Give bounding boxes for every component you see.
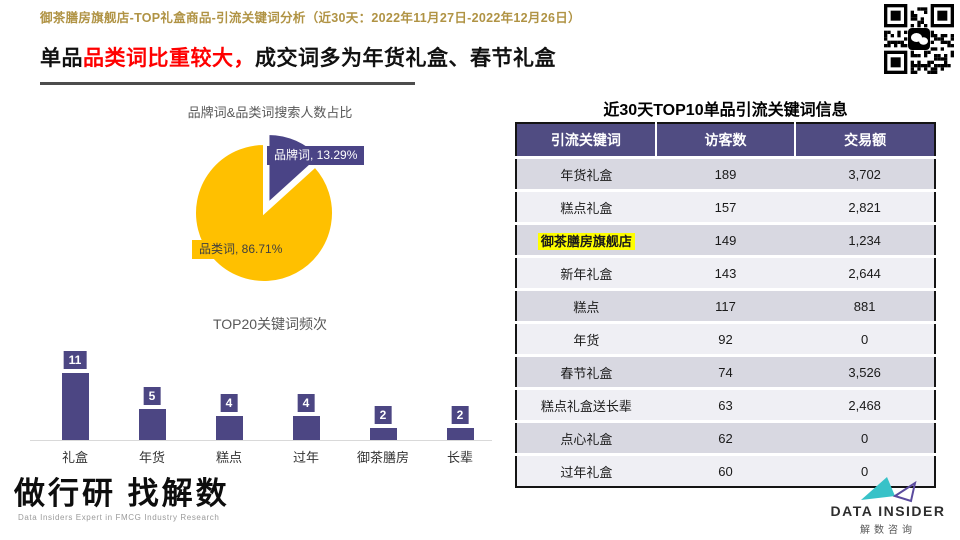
bar: [293, 416, 320, 440]
cn-logo-text: 做行研 找解数: [14, 476, 230, 511]
bar-category-label: 御茶膳房: [356, 450, 409, 465]
table-row: 糕点礼盒送长辈 63 2,468: [516, 387, 935, 422]
cell-transaction: 0: [795, 420, 935, 455]
cell-keyword: 御茶膳房旗舰店: [516, 222, 656, 257]
keywords-table: 引流关键词 访客数 交易额 年货礼盒 189 3,702 糕点礼盒 157 2,821 御茶膳房…: [515, 122, 936, 488]
cell-keyword: 年货: [516, 321, 656, 356]
logo-wordmark: DATA INSIDER: [830, 503, 946, 519]
title-underline-rule: [40, 82, 415, 85]
bar-category-label: 长辈: [446, 450, 473, 465]
cell-transaction: 3,526: [795, 354, 935, 389]
cell-keyword: 糕点: [516, 288, 656, 323]
table-row: 春节礼盒 74 3,526: [516, 354, 935, 389]
cell-transaction: 1,234: [795, 222, 935, 257]
cell-transaction: 2,468: [795, 387, 935, 422]
bar-value-label: 2: [451, 406, 469, 424]
bar-chart-x-axis: [30, 440, 492, 441]
cell-visitors: 143: [655, 255, 796, 290]
cell-visitors: 189: [655, 156, 796, 191]
title-highlight: 品类词比重较大，: [83, 47, 255, 70]
cell-transaction: 2,821: [795, 189, 935, 224]
cell-keyword: 糕点礼盒: [516, 189, 656, 224]
bar-value-label: 4: [220, 394, 238, 412]
title-prefix: 单品: [40, 47, 83, 70]
logo-cn-name: 解数咨询: [860, 525, 916, 536]
bar-category-label: 礼盒: [61, 450, 88, 465]
cell-keyword: 点心礼盒: [516, 420, 656, 455]
bar: [447, 428, 474, 440]
pie-label-brand-words: 品牌词, 13.29%: [267, 146, 365, 165]
cell-keyword: 过年礼盒: [516, 453, 656, 487]
table-row: 御茶膳房旗舰店 149 1,234: [516, 222, 935, 257]
cell-keyword: 春节礼盒: [516, 354, 656, 389]
table-row: 糕点礼盒 157 2,821: [516, 189, 935, 224]
bar-category-label: 糕点: [215, 450, 242, 465]
cell-keyword: 新年礼盒: [516, 255, 656, 290]
bar-value-label: 4: [297, 394, 315, 412]
bar-category-label: 年货: [138, 450, 165, 465]
cell-visitors: 117: [655, 288, 796, 323]
bar-value-label: 11: [63, 351, 87, 369]
cell-transaction: 3,702: [795, 156, 935, 191]
data-insider-logo: DATA INSIDER 解数咨询: [828, 474, 948, 536]
bowtie-logo-icon: [861, 477, 917, 503]
keywords-table-container: 引流关键词 访客数 交易额 年货礼盒 189 3,702 糕点礼盒 157 2,821 御茶膳房…: [515, 122, 936, 488]
table-header-row: 引流关键词 访客数 交易额: [516, 123, 935, 158]
table-row: 年货 92 0: [516, 321, 935, 356]
cell-visitors: 92: [655, 321, 796, 356]
cell-visitors: 63: [655, 387, 796, 422]
table-column-header: 引流关键词: [516, 123, 656, 158]
cell-visitors: 62: [655, 420, 796, 455]
title-suffix: 成交词多为年货礼盒、春节礼盒: [255, 47, 556, 70]
cell-visitors: 149: [655, 222, 796, 257]
cell-visitors: 60: [655, 453, 796, 487]
breadcrumb: 御茶膳房旗舰店-TOP礼盒商品-引流关键词分析（近30天：2022年11月27日…: [40, 11, 581, 25]
table-row: 新年礼盒 143 2,644: [516, 255, 935, 290]
cell-keyword: 糕点礼盒送长辈: [516, 387, 656, 422]
table-row: 年货礼盒 189 3,702: [516, 156, 935, 191]
cell-keyword: 年货礼盒: [516, 156, 656, 191]
bar: [370, 428, 397, 440]
pie-chart-title: 品牌词&品类词搜索人数占比: [187, 105, 353, 120]
table-row: 糕点 117 881: [516, 288, 935, 323]
table-row: 过年礼盒 60 0: [516, 453, 935, 487]
wechat-qr-code-icon: [884, 4, 954, 74]
cell-transaction: 0: [795, 321, 935, 356]
bar: [62, 373, 89, 440]
pie-label-category-words: 品类词, 86.71%: [192, 240, 290, 259]
page-title: 单品品类词比重较大，成交词多为年货礼盒、春节礼盒: [40, 42, 556, 72]
bar-value-label: 5: [143, 387, 161, 405]
bar: [216, 416, 243, 440]
bar: [139, 409, 166, 440]
data-insider-cn-logo: 做行研 找解数 Data Insiders Expert in FMCG Ind…: [14, 476, 230, 523]
cell-visitors: 157: [655, 189, 796, 224]
keywords-table-title: 近30天TOP10单品引流关键词信息: [603, 102, 848, 119]
table-row: 点心礼盒 62 0: [516, 420, 935, 455]
bar-chart: 11 礼盒 5 年货 4 糕点 4 过年 2 御茶膳房 2 长辈: [25, 335, 495, 465]
bar-category-label: 过年: [292, 450, 319, 465]
highlighted-keyword: 御茶膳房旗舰店: [537, 232, 635, 250]
bar-chart-title: TOP20关键词频次: [212, 316, 328, 332]
table-column-header: 交易额: [794, 123, 935, 158]
cn-logo-subtitle: Data Insiders Expert in FMCG Industry Re…: [18, 513, 220, 522]
table-column-header: 访客数: [654, 123, 796, 158]
cell-transaction: 0: [795, 453, 935, 487]
cell-transaction: 2,644: [795, 255, 935, 290]
cell-visitors: 74: [655, 354, 796, 389]
bar-value-label: 2: [374, 406, 392, 424]
cell-transaction: 881: [795, 288, 935, 323]
